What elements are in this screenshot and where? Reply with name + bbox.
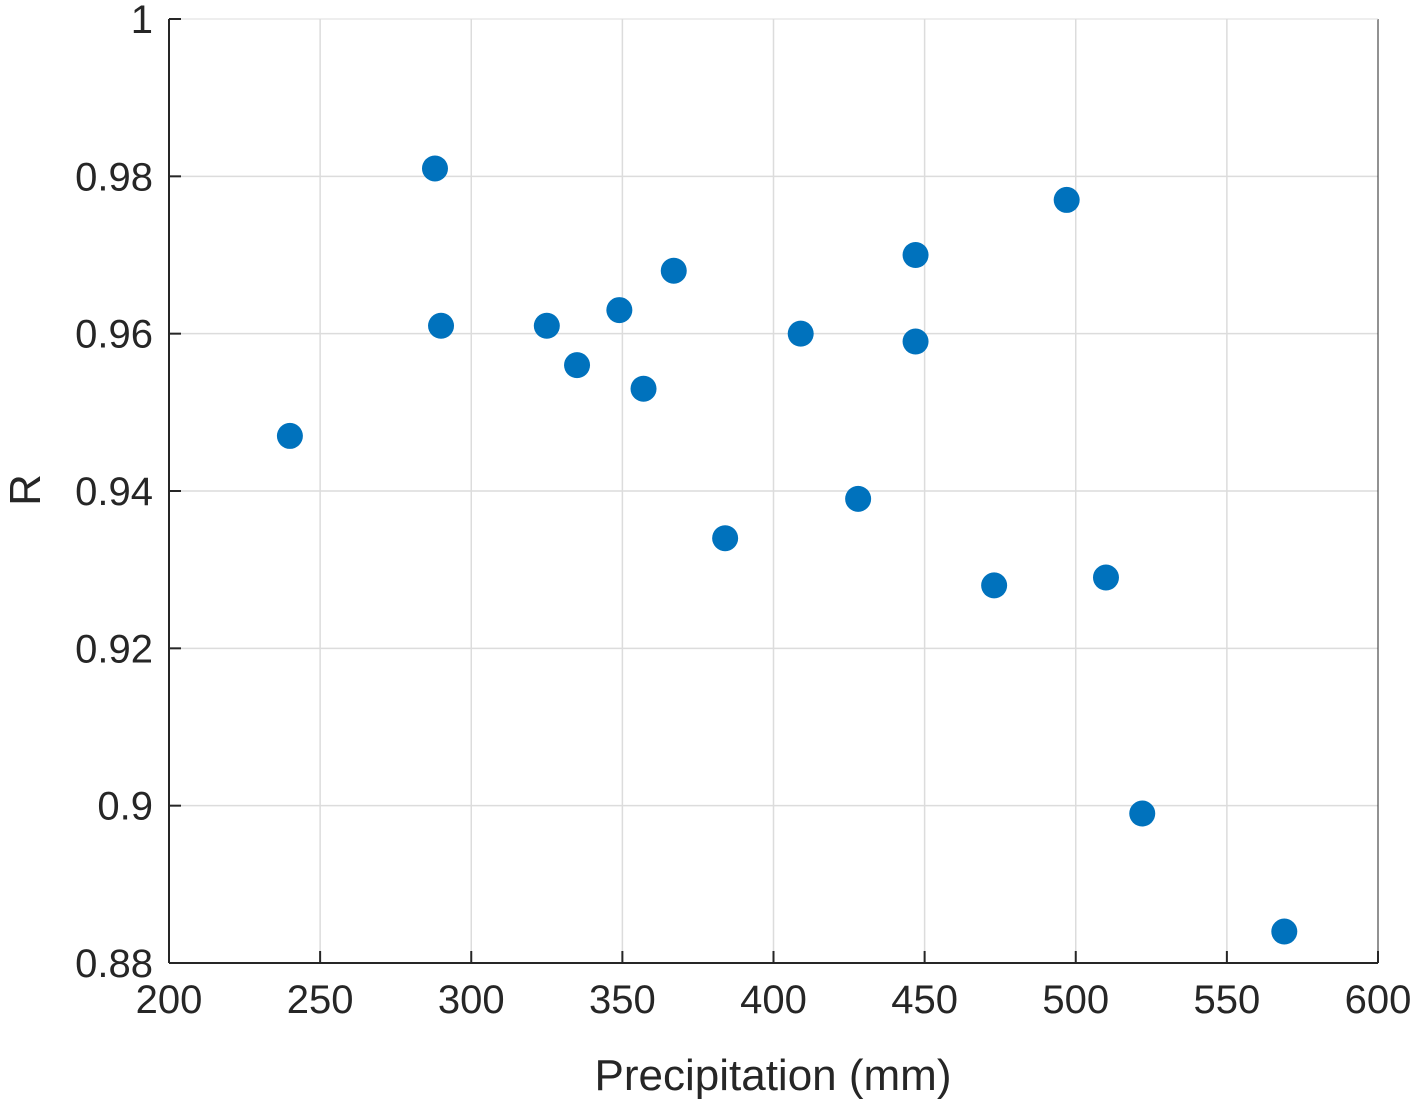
x-tick-label: 250: [287, 978, 354, 1022]
x-tick-label: 300: [438, 978, 505, 1022]
data-point: [1129, 800, 1156, 827]
y-tick-label: 0.9: [97, 785, 153, 829]
x-tick-label: 400: [740, 978, 807, 1022]
y-tick-label: 0.92: [75, 627, 153, 671]
data-point: [1053, 186, 1080, 213]
data-point: [981, 572, 1008, 599]
data-point: [630, 375, 657, 402]
x-tick-label: 600: [1345, 978, 1412, 1022]
y-axis-ticks: 0.88 0.9 0.92 0.94 0.96 0.98 1: [75, 0, 181, 986]
data-point: [1092, 564, 1119, 591]
data-point: [533, 312, 560, 339]
y-axis-label: R: [1, 474, 50, 506]
y-tick-label: 0.98: [75, 155, 153, 199]
data-point: [1271, 918, 1298, 945]
x-axis-ticks: 200 250 300 350 400 450 500 550 600: [136, 951, 1412, 1022]
y-tick-label: 1: [131, 0, 153, 42]
x-tick-label: 200: [136, 978, 203, 1022]
data-point: [787, 320, 814, 347]
data-point: [428, 312, 455, 339]
y-tick-label: 0.88: [75, 942, 153, 986]
data-point: [564, 352, 591, 379]
data-point: [276, 422, 303, 449]
data-point: [660, 257, 687, 284]
data-point: [902, 242, 929, 268]
grid-lines: [169, 19, 1378, 963]
data-point: [421, 155, 448, 182]
y-tick-label: 0.96: [75, 313, 153, 357]
data-points: [276, 155, 1298, 945]
x-tick-label: 350: [589, 978, 656, 1022]
x-tick-label: 500: [1042, 978, 1109, 1022]
data-point: [845, 485, 872, 512]
x-tick-label: 550: [1194, 978, 1261, 1022]
data-point: [606, 297, 633, 324]
x-axis-label: Precipitation (mm): [595, 1051, 952, 1100]
data-point: [902, 328, 929, 355]
y-tick-label: 0.94: [75, 470, 153, 514]
data-point: [712, 525, 739, 552]
x-tick-label: 450: [891, 978, 958, 1022]
